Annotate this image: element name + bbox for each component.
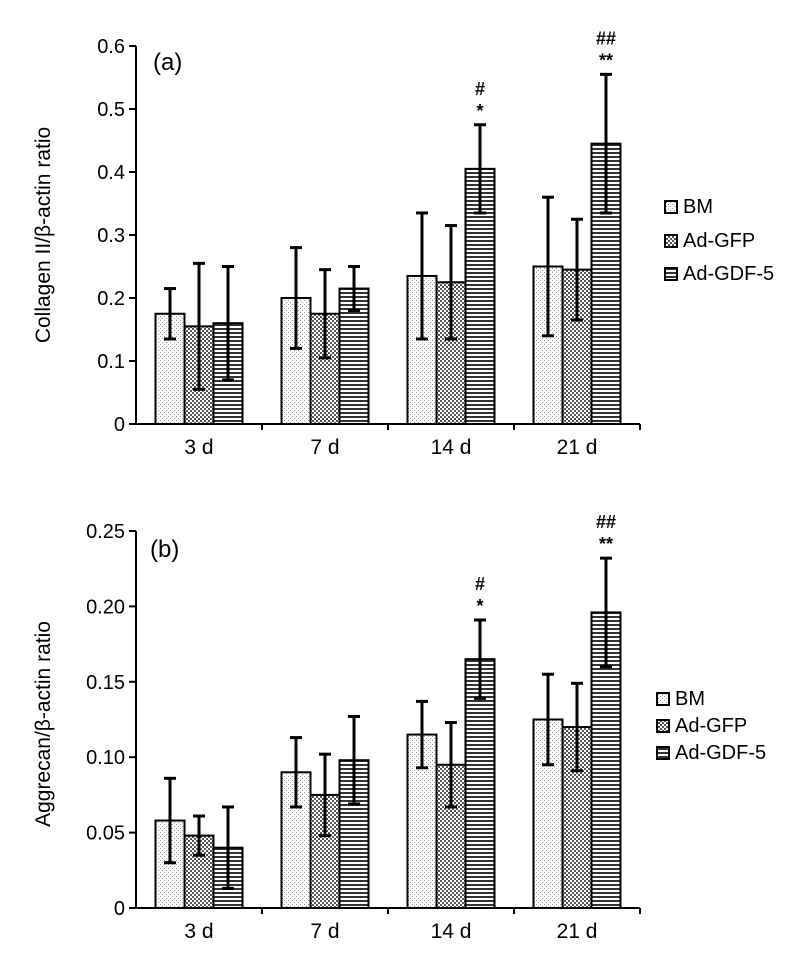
significance-marker-b: **: [599, 534, 613, 554]
x-tick-label-a: 21 d: [557, 436, 598, 459]
panel-label-a: (a): [153, 49, 182, 76]
y-tick-label-a: 0.2: [97, 288, 125, 310]
significance-marker-a: #: [475, 79, 485, 99]
legend-a: BM Ad-GFP Ad-GDF-5: [664, 196, 774, 285]
x-tick-label-b: 7 d: [310, 920, 339, 943]
y-tick-label-a: 0.4: [97, 162, 125, 184]
plot-area-a: 0 0.1 0.2 0.3 0.4 0.5 0.6 3 d 7 d 14 d 21 d #* ##**: [97, 28, 641, 459]
x-tick-label-b: 21 d: [557, 920, 598, 943]
legend-label-bm-b: BM: [675, 688, 705, 710]
panel-label-b: (b): [150, 536, 179, 563]
y-tick-label-b: 0: [114, 898, 125, 920]
legend-label-gdf-b: Ad-GDF-5: [675, 742, 766, 764]
significance-marker-a: ##: [596, 28, 616, 48]
significance-marker-a: **: [599, 50, 613, 70]
significance-marker-b: #: [475, 574, 485, 594]
y-axis-label-a: Collagen II/β-actin ratio: [32, 127, 55, 343]
y-tick-label-b: 0.25: [86, 521, 125, 543]
y-tick-label-a: 0.5: [97, 99, 125, 121]
y-tick-label-b: 0.20: [86, 596, 125, 618]
significance-marker-a: *: [476, 101, 483, 121]
legend-label-gfp-b: Ad-GFP: [675, 715, 747, 737]
chart-panel-a: (a) Collagen II/β-actin ratio 0 0.1 0.2 0.3…: [32, 28, 774, 459]
plot-area-b: 0 0.05 0.10 0.15 0.20 0.25 3 d 7 d 14 d 21 d #* ##*…: [86, 512, 641, 943]
x-tick-label-a: 14 d: [431, 436, 472, 459]
y-tick-label-b: 0.05: [86, 823, 125, 845]
legend-swatch-gfp-a: [664, 234, 678, 248]
legend-swatch-gfp-b: [656, 719, 670, 733]
bar-gdf-b: [464, 658, 496, 909]
y-tick-label-a: 0.1: [97, 351, 125, 373]
legend-label-bm-a: BM: [683, 196, 713, 218]
y-tick-label-a: 0.6: [97, 36, 125, 58]
y-axis-label-b: Aggrecan/β-actin ratio: [32, 621, 55, 827]
legend-swatch-gdf-b: [656, 746, 670, 760]
y-tick-label-a: 0.3: [97, 225, 125, 247]
y-tick-label-a: 0: [114, 414, 125, 436]
chart-panel-b: (b) Aggrecan/β-actin ratio 0 0.05 0.10 0.15…: [32, 512, 766, 943]
legend-swatch-bm-a: [664, 200, 678, 214]
significance-marker-b: *: [476, 596, 483, 616]
y-tick-label-b: 0.10: [86, 747, 125, 769]
legend-swatch-gdf-a: [664, 267, 678, 281]
legend-b: BM Ad-GFP Ad-GDF-5: [656, 688, 766, 764]
legend-label-gfp-a: Ad-GFP: [683, 230, 755, 252]
x-tick-label-a: 3 d: [184, 436, 213, 459]
x-tick-label-b: 3 d: [184, 920, 213, 943]
y-tick-label-b: 0.15: [86, 672, 125, 694]
legend-label-gdf-a: Ad-GDF-5: [683, 263, 774, 285]
x-tick-label-a: 7 d: [310, 436, 339, 459]
legend-swatch-bm-b: [656, 692, 670, 706]
significance-marker-b: ##: [596, 512, 616, 532]
bar-bm-a: [532, 265, 564, 425]
x-tick-label-b: 14 d: [431, 920, 472, 943]
bar-gfp-a: [309, 312, 341, 425]
